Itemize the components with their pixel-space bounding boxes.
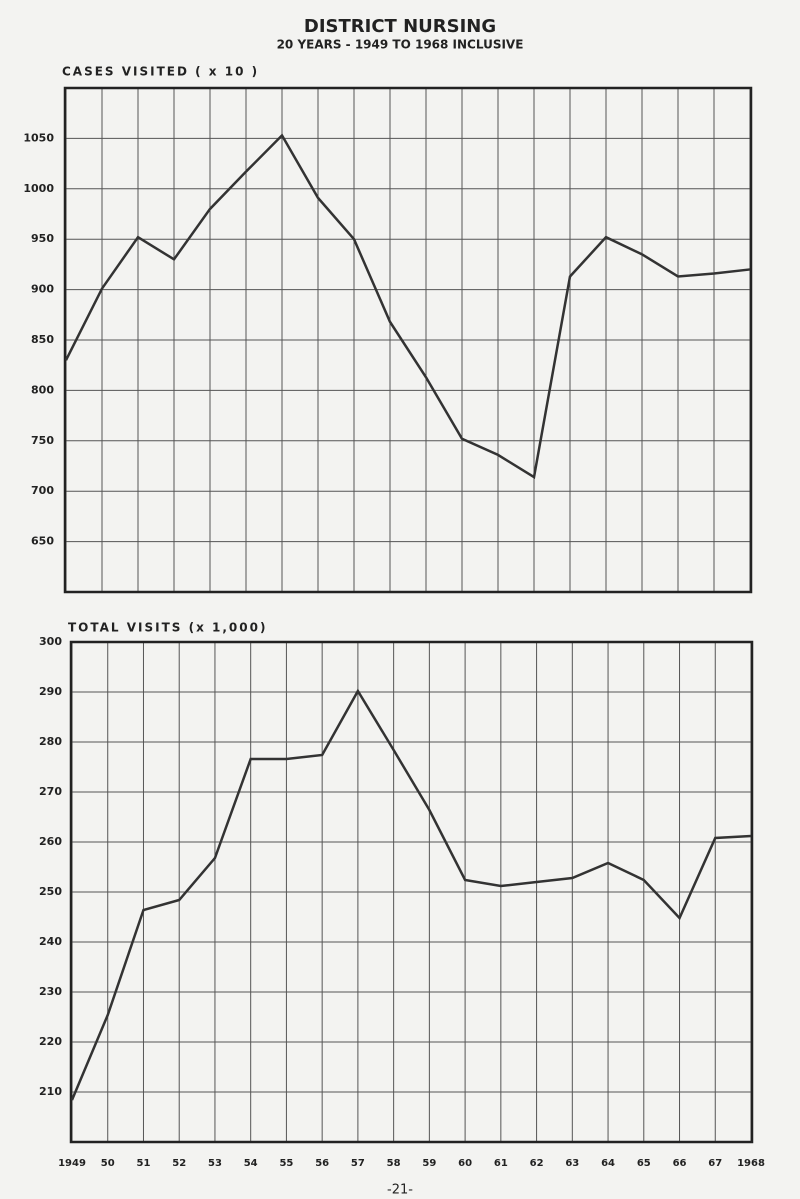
y-tick-label: 280 xyxy=(39,735,62,748)
x-tick-label: 64 xyxy=(601,1158,615,1169)
plot-frame xyxy=(69,640,754,1144)
y-tick-label: 750 xyxy=(31,434,54,447)
y-tick-label: 1050 xyxy=(23,131,54,144)
x-tick-label: 60 xyxy=(458,1158,472,1169)
x-tick-label: 63 xyxy=(565,1158,579,1169)
y-tick-label: 210 xyxy=(39,1085,62,1098)
x-tick-label: 53 xyxy=(208,1158,222,1169)
y-tick-label: 900 xyxy=(31,283,54,296)
x-tick-label: 1968 xyxy=(737,1158,765,1169)
y-tick-label: 950 xyxy=(31,232,54,245)
x-tick-label: 52 xyxy=(172,1158,186,1169)
y-axis-label: CASES VISITED ( x 10 ) xyxy=(62,65,259,79)
y-tick-label: 700 xyxy=(31,484,54,497)
y-axis-label: TOTAL VISITS (x 1,000) xyxy=(68,621,267,635)
x-tick-label: 62 xyxy=(530,1158,544,1169)
y-tick-label: 300 xyxy=(39,635,62,648)
x-tick-label: 54 xyxy=(244,1158,258,1169)
x-tick-label: 50 xyxy=(101,1158,115,1169)
x-tick-label: 57 xyxy=(351,1158,365,1169)
x-tick-label: 56 xyxy=(315,1158,329,1169)
subtitle: 20 YEARS - 1949 TO 1968 INCLUSIVE xyxy=(277,38,524,52)
y-tick-label: 260 xyxy=(39,835,62,848)
y-tick-label: 240 xyxy=(39,935,62,948)
y-tick-label: 290 xyxy=(39,685,62,698)
plot-frame xyxy=(63,86,753,594)
x-tick-label: 1949 xyxy=(58,1158,86,1169)
y-tick-label: 1000 xyxy=(23,182,54,195)
y-tick-label: 850 xyxy=(31,333,54,346)
y-tick-label: 650 xyxy=(31,535,54,548)
page-number: -21- xyxy=(387,1183,413,1198)
x-tick-label: 66 xyxy=(673,1158,687,1169)
data-line xyxy=(70,688,752,1101)
x-tick-label: 61 xyxy=(494,1158,508,1169)
data-line xyxy=(64,133,751,480)
x-tick-label: 58 xyxy=(387,1158,401,1169)
title: DISTRICT NURSING xyxy=(304,16,496,37)
x-tick-label: 59 xyxy=(422,1158,436,1169)
x-tick-label: 65 xyxy=(637,1158,651,1169)
x-tick-label: 67 xyxy=(708,1158,722,1169)
x-tick-label: 55 xyxy=(279,1158,293,1169)
x-tick-label: 51 xyxy=(137,1158,151,1169)
y-tick-label: 250 xyxy=(39,885,62,898)
y-tick-label: 270 xyxy=(39,785,62,798)
y-tick-label: 230 xyxy=(39,985,62,998)
y-tick-label: 220 xyxy=(39,1035,62,1048)
y-tick-label: 800 xyxy=(31,383,54,396)
